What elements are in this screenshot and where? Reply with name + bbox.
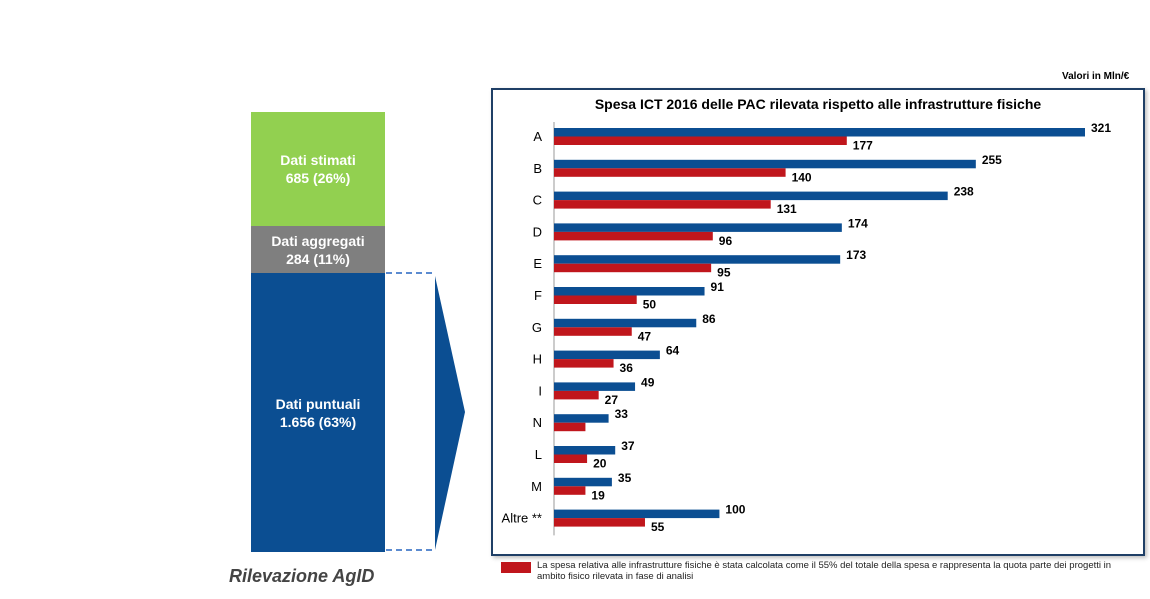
bar-series-2 (554, 518, 645, 527)
data-label-series-1: 64 (666, 344, 680, 358)
bar-series-1 (554, 255, 841, 264)
category-label: F (534, 288, 542, 303)
bar-series-2 (554, 200, 771, 209)
footnote-swatch (501, 562, 531, 573)
data-label-series-2: 140 (792, 170, 812, 184)
bar-series-1 (554, 223, 842, 232)
data-label-series-2: 55 (651, 520, 665, 534)
data-label-series-2: 19 (591, 488, 605, 502)
data-label-series-1: 100 (725, 503, 745, 517)
data-label-series-1: 238 (954, 185, 974, 199)
bar-series-2 (554, 454, 588, 463)
bar-series-2 (554, 136, 847, 145)
data-label-series-1: 33 (615, 407, 629, 421)
bar-series-1 (554, 509, 720, 519)
bar-series-2 (554, 486, 586, 495)
segment-label: Dati stimati 685 (26%) (280, 152, 356, 186)
category-label: N (533, 415, 542, 430)
category-label: I (538, 383, 542, 398)
bar-series-1 (554, 128, 1085, 137)
chart-title: Spesa ICT 2016 delle PAC rilevata rispet… (594, 96, 1042, 112)
units-label: Valori in Mln/€ (1062, 71, 1130, 82)
bar-series-2 (554, 390, 599, 400)
data-label-series-1: 49 (641, 375, 655, 389)
data-label-series-2: 36 (620, 361, 634, 375)
segment-dati-stimati: Dati stimati 685 (26%) (251, 112, 385, 226)
data-label-series-2: 96 (719, 234, 733, 248)
data-label-series-2: 50 (643, 298, 657, 312)
bar-series-2 (554, 359, 614, 368)
category-label: E (533, 256, 542, 271)
data-label-series-1: 255 (982, 153, 1002, 167)
category-label: G (532, 320, 542, 335)
bar-series-2 (554, 327, 632, 336)
bar-series-2 (554, 422, 586, 432)
stack-caption: Rilevazione AgID (229, 566, 375, 586)
bar-series-2 (554, 168, 786, 177)
category-label: A (533, 129, 542, 144)
bar-series-2 (554, 295, 637, 304)
data-label-series-1: 86 (702, 312, 716, 326)
category-label: M (531, 479, 542, 494)
segment-label: Dati aggregati 284 (11%) (271, 232, 365, 267)
connector-arrow (435, 276, 465, 550)
data-label-series-1: 35 (618, 471, 632, 485)
category-label: B (533, 161, 542, 176)
bar-series-1 (554, 446, 616, 455)
category-label: L (535, 447, 542, 462)
bar-series-1 (554, 350, 660, 360)
category-label: Altre ** (502, 511, 542, 526)
bar-series-1 (554, 191, 948, 201)
segment-label: Dati puntuali 1.656 (63%) (275, 395, 361, 430)
bar-series-2 (554, 263, 712, 273)
category-label: H (533, 352, 542, 367)
bar-series-1 (554, 414, 609, 423)
data-label-series-2: 131 (777, 202, 797, 216)
data-label-series-1: 321 (1091, 121, 1111, 135)
data-label-series-2: 47 (638, 329, 652, 343)
data-label-series-1: 174 (848, 216, 868, 230)
bar-series-2 (554, 231, 713, 241)
data-label-series-2: 20 (593, 457, 607, 471)
bar-series-1 (554, 159, 976, 169)
data-label-series-1: 173 (846, 248, 866, 262)
data-label-series-2: 177 (853, 139, 873, 153)
data-label-series-1: 37 (621, 439, 635, 453)
bar-series-1 (554, 382, 636, 391)
data-label-series-2: 27 (605, 393, 619, 407)
footnote-text: La spesa relativa alle infrastrutture fi… (537, 560, 1112, 582)
category-label: C (533, 193, 542, 208)
bar-series-1 (554, 318, 697, 328)
category-label: D (533, 224, 542, 239)
data-label-series-1: 91 (711, 280, 725, 294)
bar-series-1 (554, 287, 705, 296)
data-label-series-2: 95 (717, 266, 731, 280)
bar-chart: A 321 177 B 255 140 C 238 131 D 174 96 E 173 95 F 91 50 G 8… (502, 121, 1111, 536)
segment-dati-aggregati: Dati aggregati 284 (11%) (251, 226, 385, 273)
bar-series-1 (554, 477, 612, 487)
segment-dati-puntuali: Dati puntuali 1.656 (63%) (251, 273, 385, 552)
